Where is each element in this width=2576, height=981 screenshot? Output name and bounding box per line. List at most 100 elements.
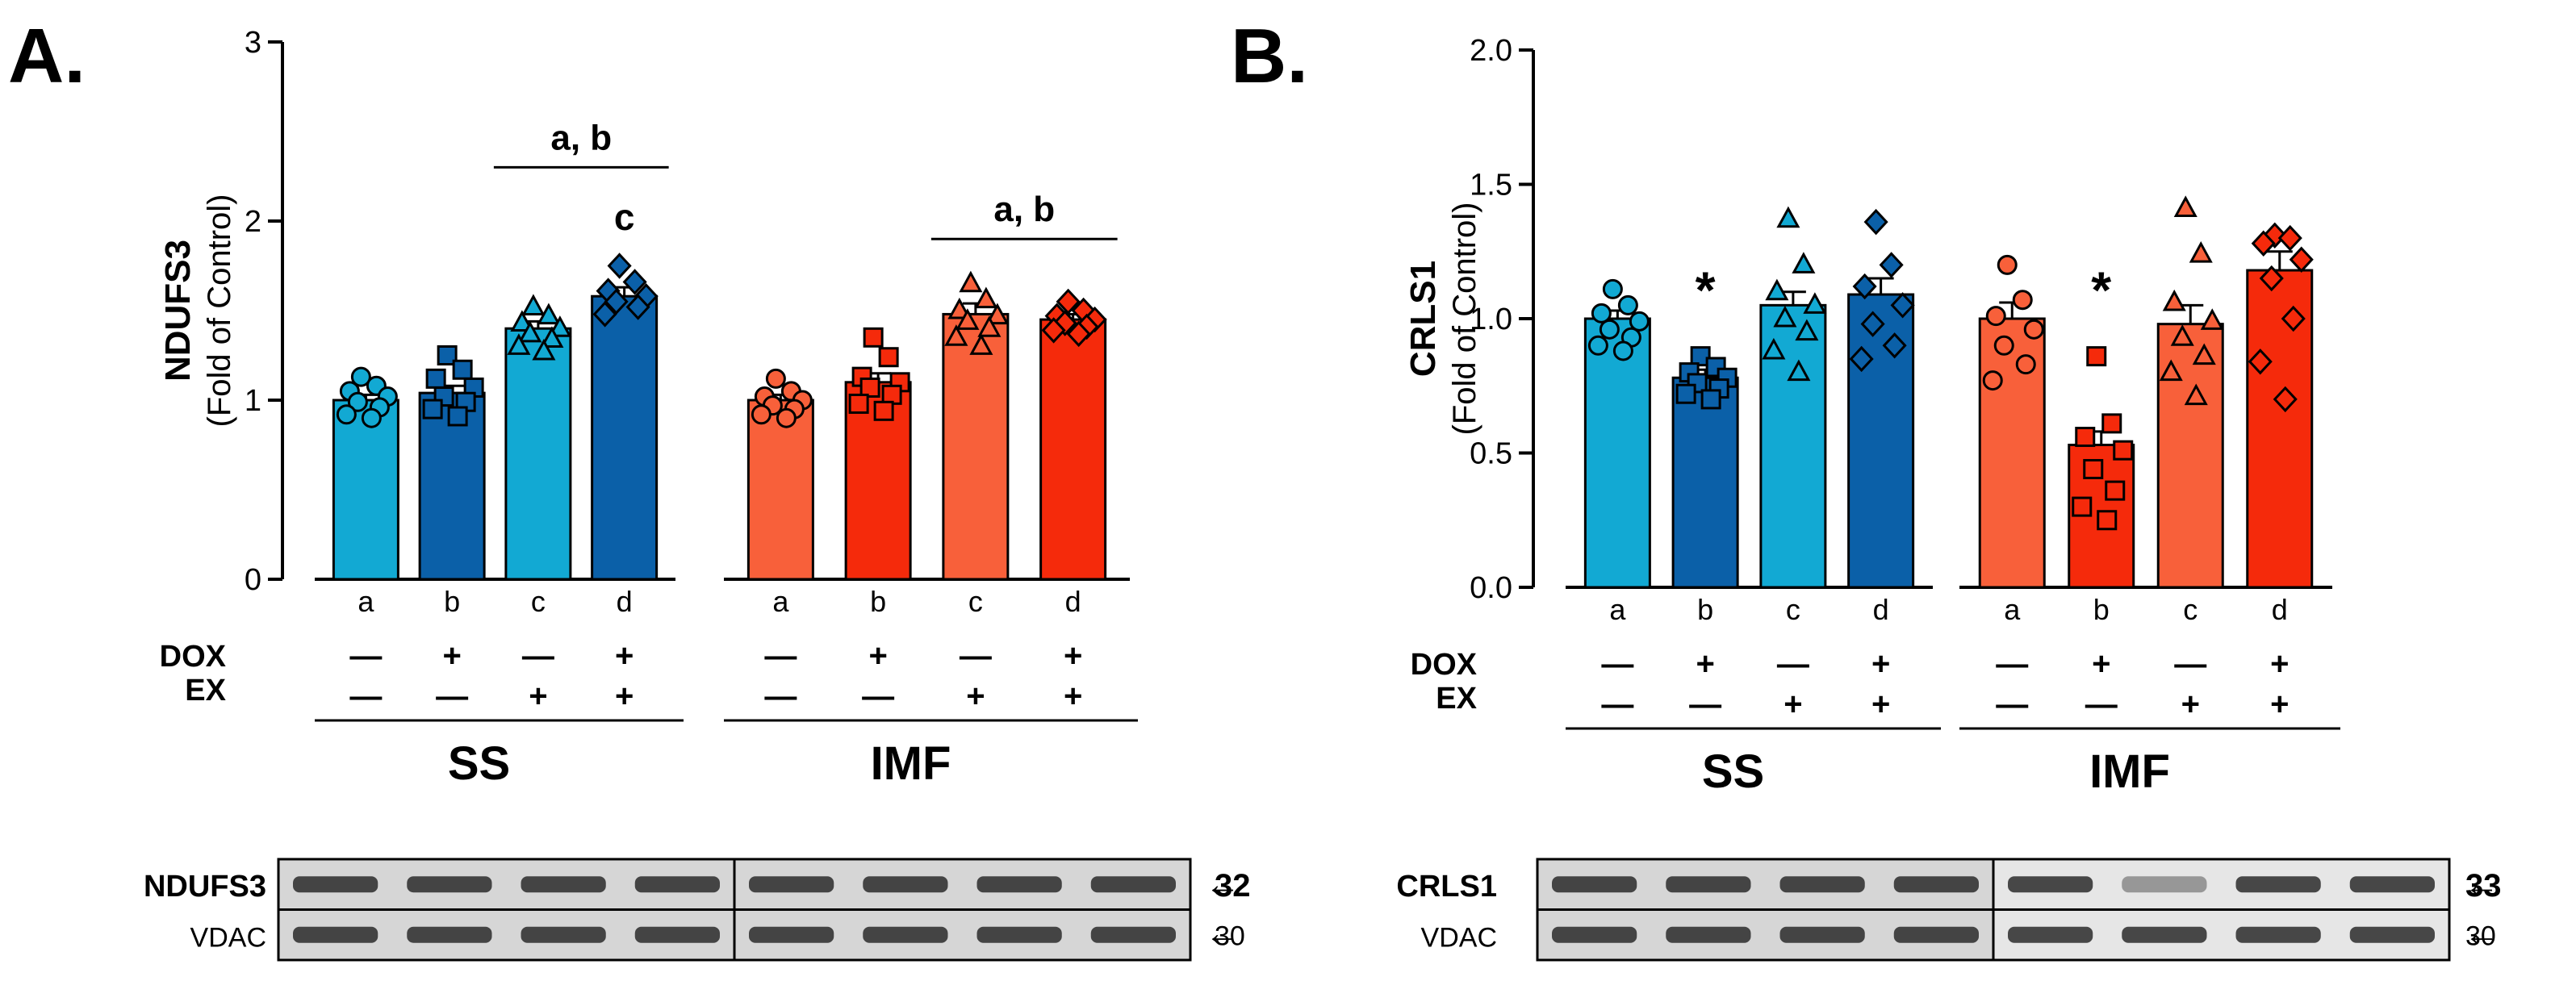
data-point: [1773, 305, 1797, 328]
data-point: [1675, 383, 1696, 404]
y-tick-label: 2: [245, 205, 261, 239]
y-axis-label: NDUFS3: [158, 240, 198, 382]
blot-protein-kda: 32: [1215, 868, 1251, 904]
data-point: [1629, 311, 1650, 332]
data-point: [2075, 427, 2096, 448]
blot-band: [407, 876, 492, 893]
blot-band: [1090, 876, 1176, 893]
data-point: [1792, 252, 1816, 273]
ex-symbol: —: [1601, 687, 1633, 722]
category-label: d: [1065, 585, 1081, 618]
data-point: [848, 393, 869, 414]
blot-band: [521, 926, 606, 943]
significance-label: c: [614, 196, 635, 238]
dox-symbol: +: [442, 638, 461, 674]
category-label: a: [1609, 593, 1626, 626]
blot-arrow: ←: [2464, 914, 2499, 954]
data-point: [2072, 496, 2093, 517]
panel-label: A.: [8, 13, 86, 99]
category-label: a: [772, 585, 789, 618]
data-point: [2105, 480, 2126, 501]
bar: [1847, 293, 1915, 589]
blot-band: [2122, 876, 2207, 893]
category-label: c: [968, 585, 983, 618]
data-point: [510, 310, 534, 332]
data-point: [956, 308, 980, 330]
dox-symbol: —: [1601, 646, 1633, 682]
significance-label: *: [2091, 261, 2111, 319]
dox-symbol: —: [349, 638, 382, 674]
ex-symbol: —: [2085, 687, 2118, 722]
data-point: [548, 315, 572, 337]
bar: [1039, 318, 1107, 581]
ex-symbol: —: [1996, 687, 2028, 722]
data-point: [974, 286, 998, 309]
ex-symbol: +: [966, 678, 985, 714]
dox-symbol: +: [1696, 646, 1714, 682]
category-label: b: [444, 585, 460, 618]
ex-symbol: —: [349, 678, 382, 714]
y-axis-sublabel: (Fold of Control): [1447, 202, 1482, 436]
data-point: [2281, 305, 2306, 332]
y-tick-label: 3: [245, 26, 261, 60]
blot-band: [1552, 926, 1637, 943]
category-label: a: [2004, 593, 2021, 626]
y-tick-label: 1.0: [1470, 303, 1512, 336]
data-point: [2273, 386, 2298, 413]
dox-symbol: +: [1871, 646, 1890, 682]
data-point: [1787, 359, 1811, 382]
category-label: b: [1697, 593, 1713, 626]
bar: [332, 399, 399, 581]
blot-band: [2122, 926, 2207, 943]
group-ss: a — — b + — c — + d + + SS: [1566, 206, 1941, 798]
data-point: [1993, 335, 2014, 356]
y-tick-label: 1: [245, 384, 261, 418]
data-point: [765, 368, 786, 389]
bar: [504, 327, 572, 581]
category-label: c: [2183, 593, 2198, 626]
dox-symbol: +: [615, 638, 634, 674]
group-label: IMF: [871, 737, 951, 790]
data-point: [1890, 292, 1915, 319]
data-point: [347, 391, 368, 412]
blot-band: [1666, 876, 1751, 893]
data-point: [2289, 246, 2314, 273]
data-point: [2101, 413, 2122, 434]
blot-arrow: ←: [1205, 914, 1240, 954]
blot-loading-label: VDAC: [1421, 923, 1497, 954]
data-point: [2189, 240, 2213, 263]
data-point: [1690, 346, 1711, 367]
group-label: IMF: [2089, 745, 2170, 798]
y-axis-sublabel: (Fold of Control): [202, 194, 237, 428]
data-point: [1617, 294, 1638, 315]
data-point: [873, 400, 894, 421]
data-point: [2173, 195, 2198, 217]
ex-symbol: —: [862, 678, 894, 714]
data-point: [1599, 319, 1620, 340]
significance-label: a, b: [993, 190, 1055, 229]
dox-symbol: —: [764, 638, 797, 674]
category-label: a: [358, 585, 374, 618]
blot-protein-kda: 33: [2465, 868, 2502, 904]
data-point: [532, 338, 556, 361]
data-point: [1602, 278, 1623, 299]
category-label: c: [1786, 593, 1800, 626]
blot-loading-kda: 30: [2465, 921, 2496, 952]
blot-band: [634, 876, 720, 893]
blot-band: [976, 926, 1062, 943]
data-point: [1852, 273, 1877, 300]
category-label: b: [870, 585, 886, 618]
blot-arrow: ←: [1205, 865, 1240, 904]
category-label: c: [531, 585, 546, 618]
y-tick-label: 1.5: [1470, 169, 1512, 202]
group-label: SS: [1702, 745, 1764, 798]
blot-protein-label: NDUFS3: [144, 870, 266, 904]
row-label-dox: DOX: [1411, 648, 1478, 682]
group-ss: a — — b + — c — + d + + SS: [315, 253, 684, 790]
dox-symbol: —: [960, 638, 992, 674]
row-label-dox: DOX: [160, 640, 227, 674]
data-point: [1700, 389, 1721, 410]
data-point: [863, 327, 884, 348]
